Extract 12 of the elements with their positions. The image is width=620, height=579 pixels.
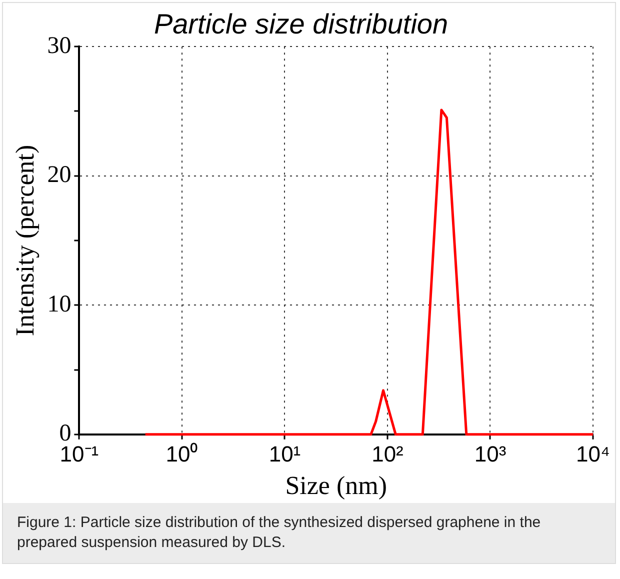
chart-title: Particle size distribution xyxy=(154,8,448,40)
y-axis-title: Intensity (percent) xyxy=(10,144,40,336)
y-tick-label: 30 xyxy=(47,32,72,59)
x-tick-label: 10³ xyxy=(474,442,506,467)
x-tick-label: 10² xyxy=(372,442,404,467)
y-tick-label: 10 xyxy=(47,291,72,318)
x-tick-label: 10¹ xyxy=(268,442,301,467)
x-axis-title: Size (nm) xyxy=(285,471,388,500)
y-tick-label: 20 xyxy=(47,162,72,188)
x-tick-label: 10⁰ xyxy=(166,442,198,467)
x-tick-label: 10⁴ xyxy=(576,442,610,467)
caption: Figure 1: Particle size distribution of the synthesized dispersed graphene in the prepared suspension measured by DLS. xyxy=(17,513,542,553)
